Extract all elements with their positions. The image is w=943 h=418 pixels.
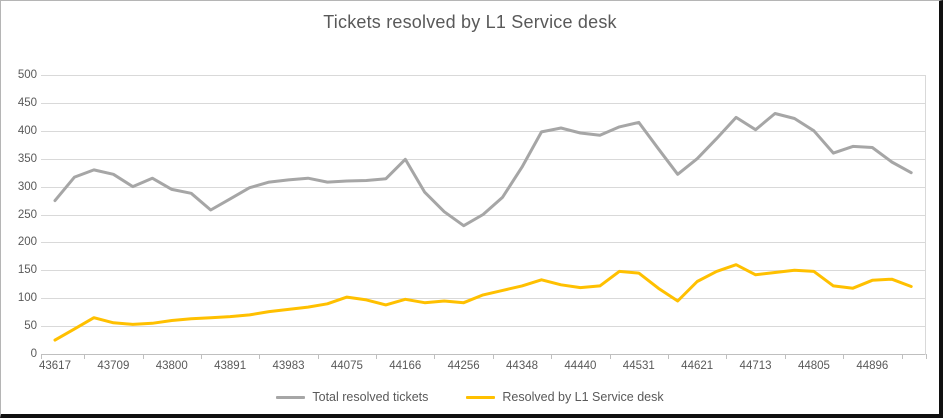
plot-right-border xyxy=(925,75,926,355)
x-axis-tick-label: 43891 xyxy=(214,360,247,372)
x-axis-tick-label: 43709 xyxy=(97,360,130,372)
legend-label: Total resolved tickets xyxy=(312,390,429,404)
x-axis-tick xyxy=(726,354,728,359)
plot-area xyxy=(41,75,927,359)
x-axis-tick xyxy=(492,354,494,359)
legend-item-total-resolved: Total resolved tickets xyxy=(276,390,428,404)
legend-item-l1-resolved: Resolved by L1 Service desk xyxy=(466,390,664,404)
x-axis-tick xyxy=(259,354,261,359)
x-axis-tick xyxy=(926,354,927,359)
series-total-resolved-line xyxy=(53,112,913,228)
x-axis-tick xyxy=(843,354,845,359)
x-axis-tick xyxy=(784,354,786,359)
x-axis-line xyxy=(41,354,926,355)
y-gridline xyxy=(41,326,926,328)
x-axis-tick xyxy=(41,354,42,359)
y-axis-tick-label: 0 xyxy=(30,348,37,360)
y-axis-tick-label: 500 xyxy=(17,69,37,81)
y-axis-tick-label: 400 xyxy=(17,124,37,137)
x-axis-tick xyxy=(667,354,669,359)
legend: Total resolved tickets Resolved by L1 Se… xyxy=(1,390,939,404)
series-lines xyxy=(53,112,913,342)
y-axis-tick-label: 250 xyxy=(17,208,37,221)
x-axis-tick-label: 44166 xyxy=(389,360,422,372)
x-axis-tick-label: 44805 xyxy=(797,360,830,372)
y-gridline xyxy=(41,298,926,300)
x-axis-tick xyxy=(609,354,611,359)
legend-label: Resolved by L1 Service desk xyxy=(502,390,664,404)
y-gridline xyxy=(41,242,926,244)
y-axis-tick-label: 300 xyxy=(17,180,37,193)
x-axis-tick xyxy=(376,354,378,359)
y-gridline xyxy=(41,130,926,132)
x-axis-tick-label: 44348 xyxy=(506,360,539,372)
x-axis-tick xyxy=(551,354,553,359)
series-l1-resolved-line xyxy=(53,263,913,342)
x-axis-tick-label: 44896 xyxy=(856,360,889,372)
x-axis-tick xyxy=(434,354,436,359)
y-axis-tick-label: 50 xyxy=(24,320,37,333)
y-gridline xyxy=(41,186,926,188)
x-axis-tick-label: 44531 xyxy=(622,360,655,372)
x-axis-tick xyxy=(200,354,202,359)
x-axis-tick-label: 44256 xyxy=(447,360,480,372)
x-axis-tick xyxy=(901,354,903,359)
x-axis-tick-label: 44075 xyxy=(330,360,363,372)
y-gridline xyxy=(41,270,926,272)
y-gridline xyxy=(41,75,926,76)
x-axis-tick xyxy=(84,354,86,359)
legend-line-swatch-total xyxy=(276,395,306,399)
x-axis-tick-label: 43617 xyxy=(39,360,71,372)
y-gridline xyxy=(41,102,926,104)
x-axis-tick xyxy=(142,354,144,359)
x-axis-tick-label: 44440 xyxy=(564,360,597,372)
y-axis-tick-label: 350 xyxy=(17,152,37,165)
x-axis-tick-label: 43983 xyxy=(272,360,305,372)
y-axis-tick-label: 200 xyxy=(17,236,37,249)
x-axis-tick-label: 44621 xyxy=(681,360,714,372)
chart-title: Tickets resolved by L1 Service desk xyxy=(323,12,617,32)
x-axis-tick xyxy=(317,354,319,359)
x-axis-tick-label: 44713 xyxy=(739,360,772,372)
legend-line-swatch-l1 xyxy=(466,395,496,399)
y-gridline xyxy=(41,158,926,160)
x-axis-tick-label: 43800 xyxy=(155,360,188,372)
y-axis-tick-label: 450 xyxy=(17,96,37,109)
y-axis-tick-label: 100 xyxy=(17,292,37,305)
y-axis-tick-label: 150 xyxy=(17,264,37,277)
